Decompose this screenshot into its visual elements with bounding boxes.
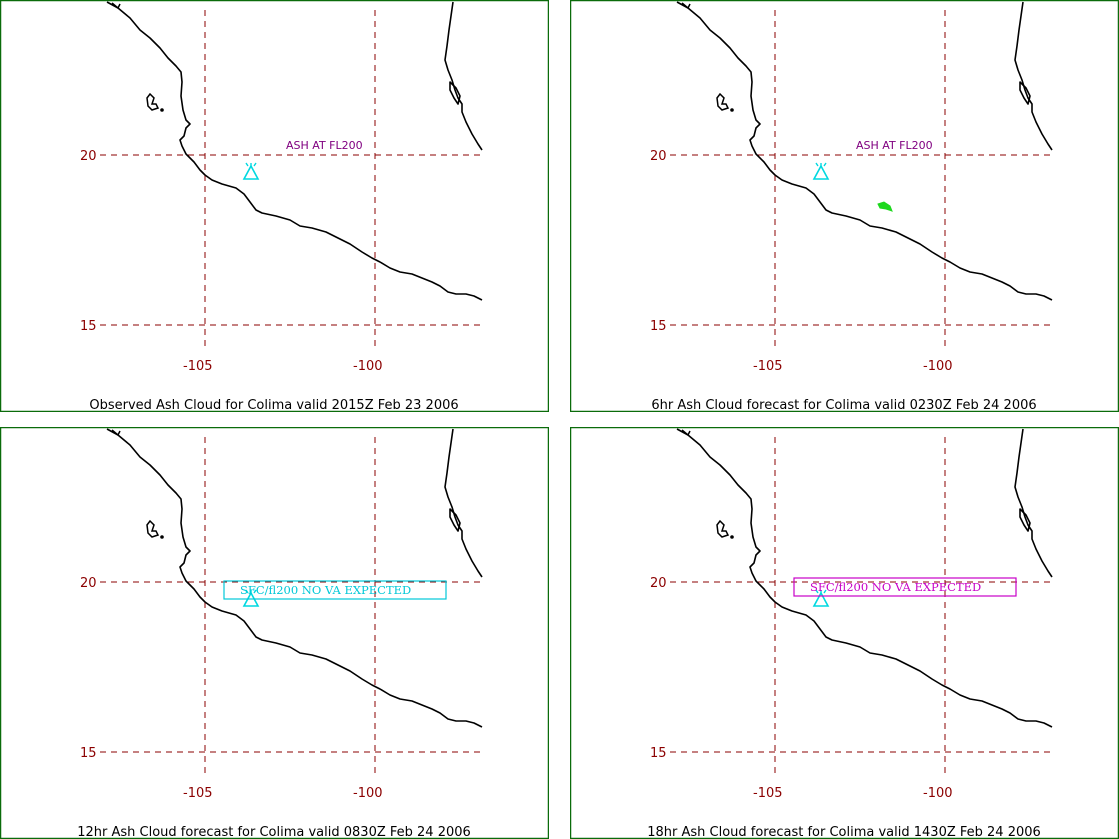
coastline [1014,428,1053,578]
island-coastline [716,519,730,538]
longitude-label: -100 [353,786,383,801]
map-panel-6hr: 20 15 -105 -100 ASH AT FL200 6hr Ash Cloud fo… [570,0,1119,412]
island-coastline [160,535,164,539]
coastline [449,81,461,105]
panel-frame [570,427,1119,839]
panel-caption: 6hr Ash Cloud forecast for Colima valid … [651,398,1036,412]
latitude-label: 20 [80,149,97,164]
coastline [111,429,121,437]
coastline [681,2,691,10]
coastline [111,2,121,10]
map-panel-svg: 20 15 -105 -100 SFC/fl200 NO VA EXPECTED 12hr… [0,427,549,839]
volcano-triangle-icon [242,162,260,180]
map-panel-svg: 20 15 -105 -100 SFC/fl200 NO VA EXPECTED 18hr… [570,427,1119,839]
latitude-label: 20 [650,576,667,591]
panel-caption: 12hr Ash Cloud forecast for Colima valid… [77,825,471,839]
longitude-label: -100 [353,359,383,374]
longitude-label: -105 [183,359,213,374]
longitude-label: -100 [923,359,953,374]
coastline [1014,1,1053,151]
longitude-label: -105 [183,786,213,801]
ash-level-annotation: ASH AT FL200 [286,139,363,152]
ash-cloud-area [877,201,893,212]
panel-caption: Observed Ash Cloud for Colima valid 2015… [89,398,458,412]
latitude-label: 20 [80,576,97,591]
ash-level-annotation: ASH AT FL200 [856,139,933,152]
island-coastline [716,92,730,111]
island-coastline [730,108,734,112]
coastline [681,429,691,437]
no-va-expected-box [223,580,447,600]
coastline [676,428,1053,728]
coastline [106,428,483,728]
panel-frame [0,0,549,412]
latitude-label: 15 [80,319,97,334]
coastline [1019,81,1031,105]
coastline [1019,508,1031,532]
map-panel-svg: 20 15 -105 -100 ASH AT FL200 Observed Ash Clo… [0,0,549,412]
latitude-label: 20 [650,149,667,164]
coastline [449,508,461,532]
coastline [106,1,483,301]
no-va-expected-box [793,577,1017,597]
map-panel-observed: 20 15 -105 -100 ASH AT FL200 Observed Ash Clo… [0,0,549,412]
panel-frame [570,0,1119,412]
longitude-label: -100 [923,786,953,801]
map-panel-18hr: 20 15 -105 -100 SFC/fl200 NO VA EXPECTED 18hr… [570,427,1119,839]
volcano-triangle-icon [812,589,830,607]
panel-caption: 18hr Ash Cloud forecast for Colima valid… [647,825,1041,839]
coastline [676,1,1053,301]
volcano-triangle-icon [812,162,830,180]
island-coastline [160,108,164,112]
no-va-expected-text: SFC/fl200 NO VA EXPECTED [810,580,981,594]
latitude-label: 15 [80,746,97,761]
latitude-label: 15 [650,746,667,761]
island-coastline [730,535,734,539]
panel-frame [0,427,549,839]
coastline [444,1,483,151]
longitude-label: -105 [753,786,783,801]
latitude-label: 15 [650,319,667,334]
coastline [444,428,483,578]
island-coastline [146,519,160,538]
map-panel-svg: 20 15 -105 -100 ASH AT FL200 6hr Ash Cloud fo… [570,0,1119,412]
no-va-expected-text: SFC/fl200 NO VA EXPECTED [240,583,411,597]
map-panel-12hr: 20 15 -105 -100 SFC/fl200 NO VA EXPECTED 12hr… [0,427,549,839]
longitude-label: -105 [753,359,783,374]
island-coastline [146,92,160,111]
